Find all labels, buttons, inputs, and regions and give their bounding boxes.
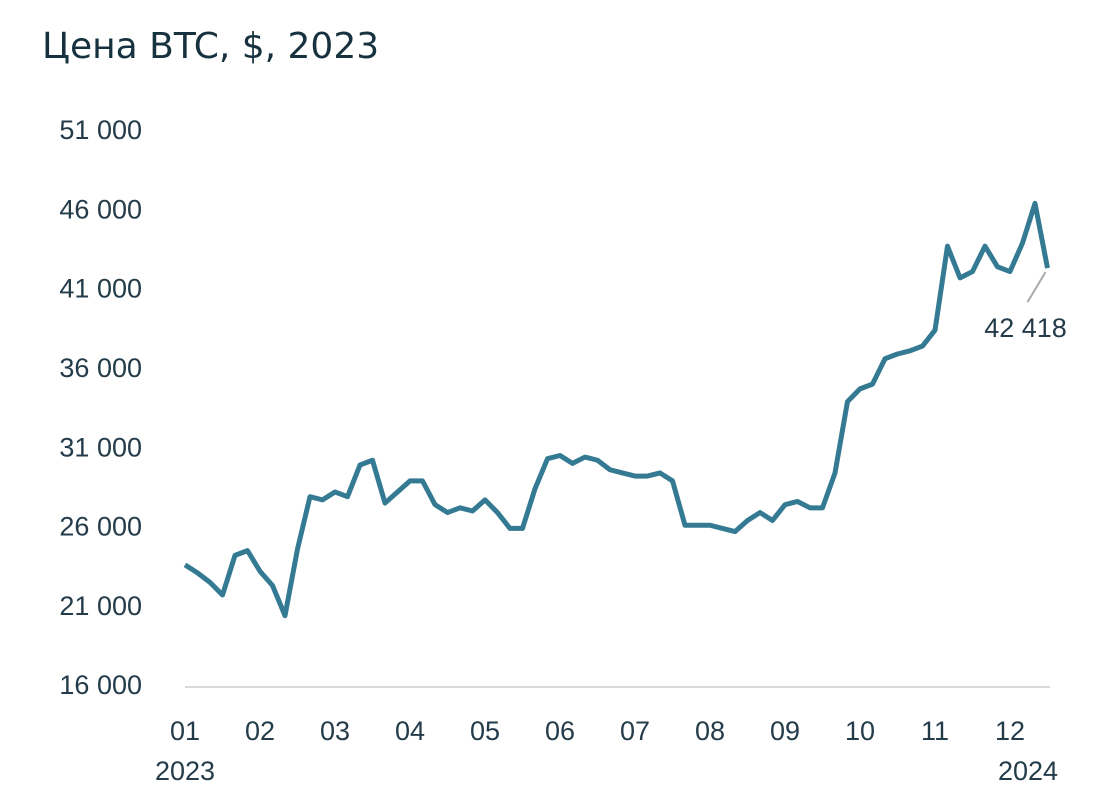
x-year-label: 2023 bbox=[155, 756, 215, 786]
x-tick-label: 01 bbox=[170, 716, 200, 746]
x-tick-label: 03 bbox=[320, 716, 350, 746]
x-tick-label: 12 bbox=[995, 716, 1025, 746]
x-tick-label: 07 bbox=[620, 716, 650, 746]
x-tick-label: 02 bbox=[245, 716, 275, 746]
y-tick-label: 51 000 bbox=[59, 115, 142, 145]
chart-title: Цена BTC, $, 2023 bbox=[42, 26, 379, 67]
annotation-leader bbox=[1026, 271, 1047, 303]
y-tick-label: 16 000 bbox=[59, 670, 142, 700]
price-line bbox=[183, 200, 1050, 619]
x-tick-label: 10 bbox=[845, 716, 875, 746]
x-tick-label: 04 bbox=[395, 716, 425, 746]
y-tick-label: 46 000 bbox=[59, 194, 142, 224]
y-tick-label: 31 000 bbox=[59, 432, 142, 462]
x-tick-label: 06 bbox=[545, 716, 575, 746]
y-tick-label: 26 000 bbox=[59, 512, 142, 542]
x-tick-label: 05 bbox=[470, 716, 500, 746]
x-tick-label: 09 bbox=[770, 716, 800, 746]
value-label: 42 418 bbox=[984, 313, 1067, 343]
y-tick-label: 41 000 bbox=[59, 274, 142, 304]
x-year-label: 2024 bbox=[998, 756, 1058, 786]
x-tick-label: 08 bbox=[695, 716, 725, 746]
y-tick-label: 21 000 bbox=[59, 591, 142, 621]
x-tick-label: 11 bbox=[921, 716, 949, 746]
y-tick-label: 36 000 bbox=[59, 353, 142, 383]
